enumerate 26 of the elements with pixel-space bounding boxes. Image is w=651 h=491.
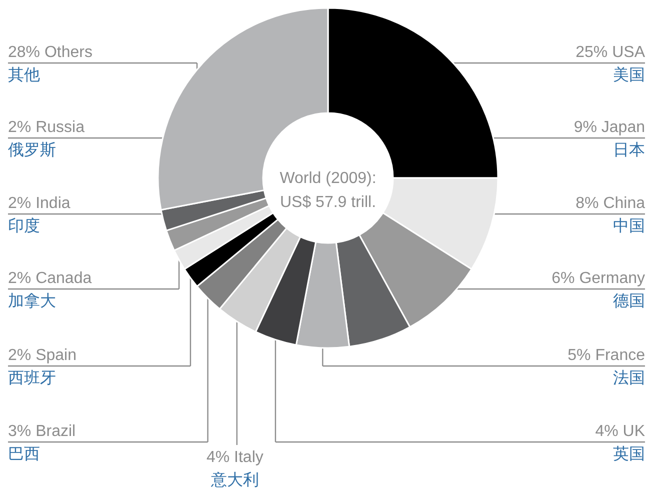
category-label: 其他 bbox=[8, 67, 40, 84]
category-label: 德国 bbox=[613, 293, 645, 310]
text: 4% UK bbox=[595, 423, 645, 440]
text: 2% Spain bbox=[8, 347, 76, 364]
category-label: 俄罗斯 bbox=[8, 142, 56, 159]
text: 3% Brazil bbox=[8, 423, 76, 440]
category-label: 法国 bbox=[613, 370, 645, 387]
category-label: 巴西 bbox=[8, 446, 40, 463]
category-label: 日本 bbox=[613, 142, 645, 159]
text: 2% Russia bbox=[8, 119, 84, 136]
text: 25% USA bbox=[576, 44, 645, 61]
category-label: 美国 bbox=[613, 67, 645, 84]
text: World (2009): US$ 57.9 trill. bbox=[280, 170, 376, 211]
category-label: 加拿大 bbox=[8, 293, 56, 310]
category-label: 中国 bbox=[613, 218, 645, 235]
text: 2% India bbox=[8, 195, 70, 212]
text: 2% Canada bbox=[8, 270, 92, 287]
category-label: 印度 bbox=[8, 218, 40, 235]
text: 28% Others bbox=[8, 44, 92, 61]
slice-label: 4% Italy 意大利 bbox=[206, 449, 264, 489]
text: 5% France bbox=[568, 347, 645, 364]
text: 8% China bbox=[576, 195, 645, 212]
category-label: 英国 bbox=[613, 446, 645, 463]
text: 6% Germany bbox=[552, 270, 645, 287]
text: 9% Japan bbox=[574, 119, 645, 136]
category-label: 西班牙 bbox=[8, 370, 56, 387]
